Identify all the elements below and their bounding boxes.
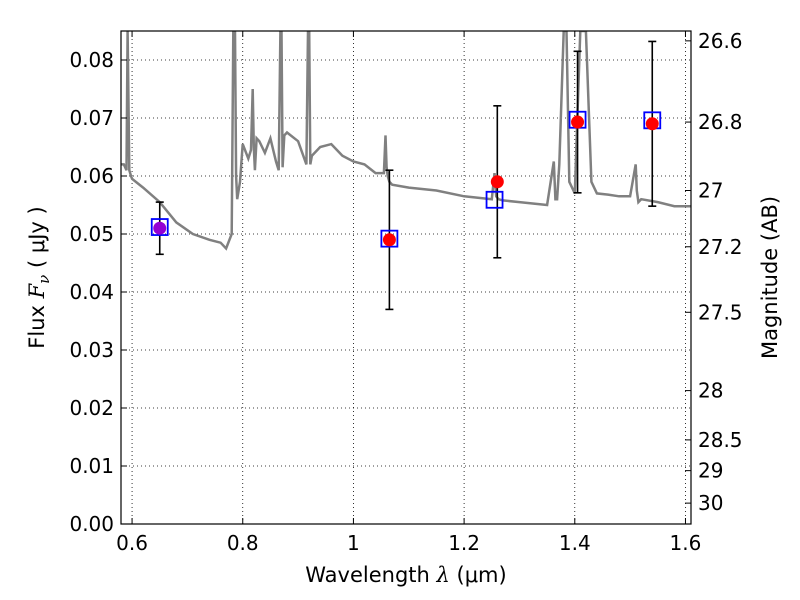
- model-square: [150, 218, 169, 236]
- right-tick-label: 28.5: [698, 428, 743, 452]
- right-tick-label: 30: [698, 491, 723, 515]
- model-spectrum: [121, 31, 691, 251]
- right-tick-label: 26.6: [698, 29, 743, 53]
- flux-point: [490, 175, 504, 189]
- y-tick-label: 0.05: [69, 222, 114, 246]
- right-tick-label: 27: [698, 179, 723, 203]
- x-tick-label: 1.2: [448, 531, 480, 555]
- right-tick-label: 29: [698, 459, 723, 483]
- grid-lines: [121, 31, 691, 525]
- x-axis-label: Wavelength λ (μm): [305, 563, 506, 587]
- x-tick-label: 1.4: [559, 531, 591, 555]
- y-tick-label: 0.06: [69, 164, 114, 188]
- right-axis-label: Magnitude (AB): [758, 196, 782, 359]
- x-tick-label: 0.6: [116, 531, 148, 555]
- x-tick-label: 1: [347, 531, 360, 555]
- right-tick-label: 28: [698, 379, 723, 403]
- right-axis-ticks: 26.6 26.8 27 27.2 27.5 28 28.5 29 30: [685, 29, 743, 515]
- model-square: [380, 229, 399, 248]
- y-tick-label: 0.00: [69, 512, 114, 536]
- x-axis-ticks: 0.6 0.8 1 1.2 1.4 1.6: [116, 31, 701, 555]
- flux-point: [382, 233, 396, 247]
- y-axis-ticks: 0.00 0.01 0.02 0.03 0.04 0.05 0.06 0.07 0.08: [69, 48, 127, 536]
- y-tick-label: 0.03: [69, 338, 114, 362]
- y-tick-label: 0.01: [69, 454, 114, 478]
- flux-point: [153, 221, 167, 235]
- right-tick-label: 26.8: [698, 110, 743, 134]
- plot-frame: [120, 30, 692, 525]
- flux-point: [645, 117, 659, 131]
- right-tick-label: 27.2: [698, 235, 743, 259]
- observed-flux-points: [153, 115, 659, 247]
- model-photometry-squares: [150, 110, 662, 248]
- flux-point: [571, 115, 585, 129]
- model-square: [485, 190, 504, 209]
- right-tick-label: 27.5: [698, 300, 743, 324]
- x-tick-label: 0.8: [227, 531, 259, 555]
- y-tick-label: 0.08: [69, 48, 114, 72]
- model-spectrum-line: [121, 31, 691, 251]
- y-axis-label: Flux Fν ( μJy ): [25, 206, 53, 348]
- y-tick-label: 0.07: [69, 106, 114, 130]
- y-tick-label: 0.02: [69, 396, 114, 420]
- x-tick-label: 1.6: [670, 531, 702, 555]
- error-bars: [155, 40, 657, 311]
- y-tick-label: 0.04: [69, 280, 114, 304]
